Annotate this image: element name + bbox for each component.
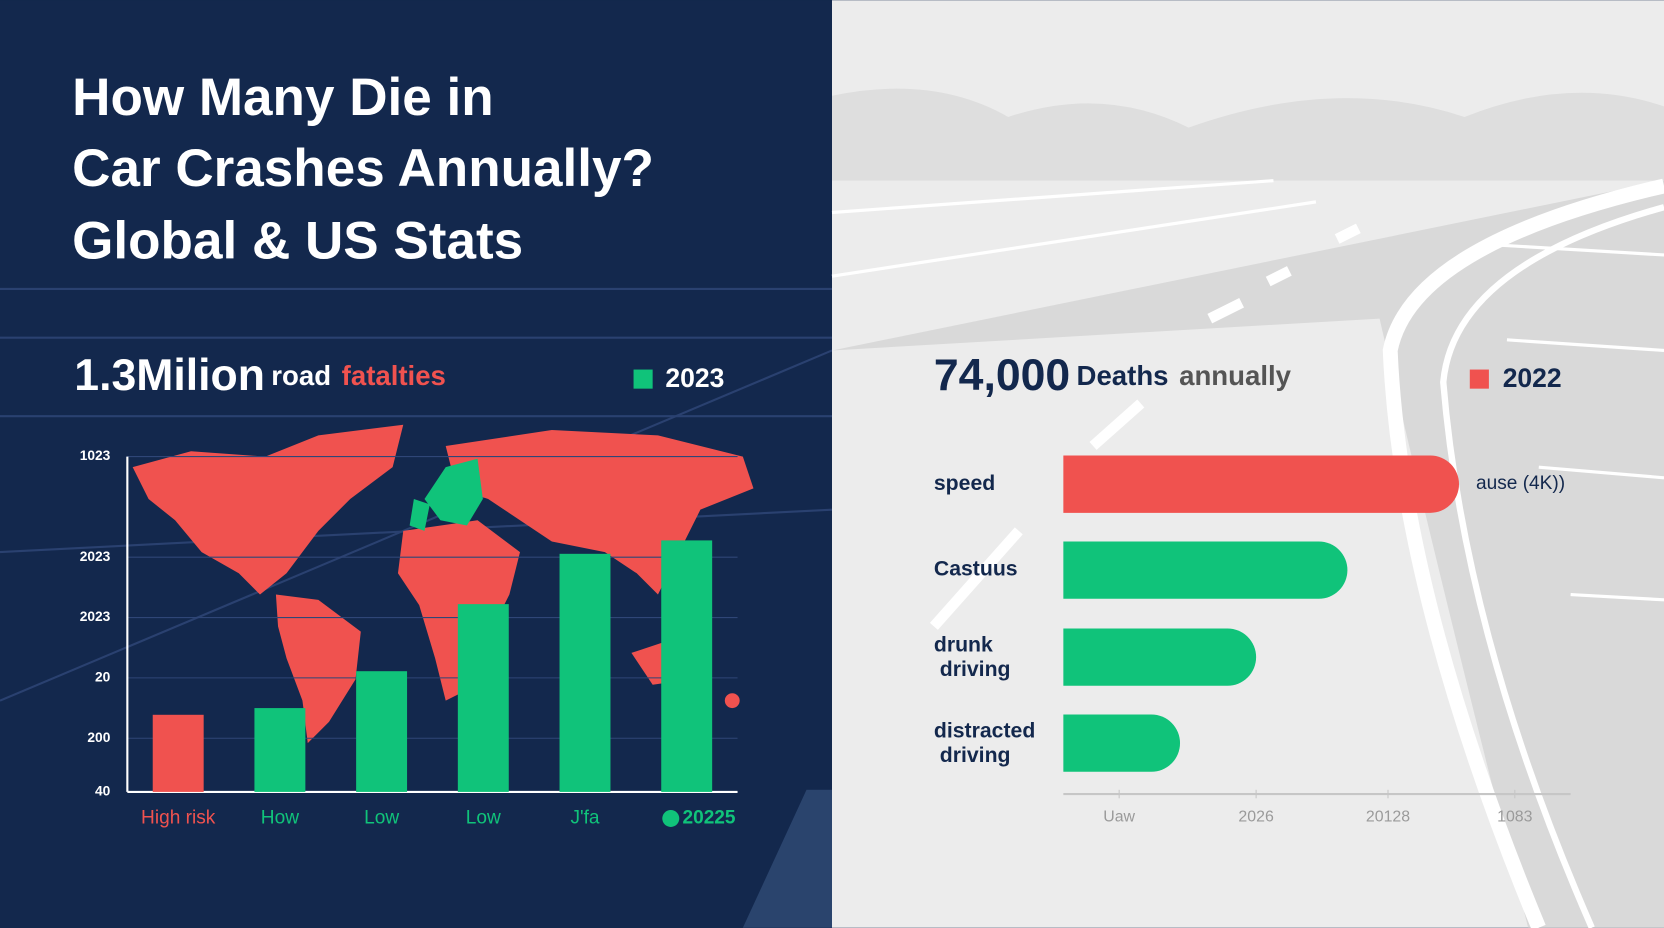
title-line: Car Crashes Annually? [72, 139, 654, 198]
x-tick-label: 20128 [1366, 809, 1410, 826]
title-line: Global & US Stats [72, 211, 523, 270]
category-label-line: drunk [934, 633, 993, 656]
category-label-line: distracted [934, 719, 1035, 742]
y-tick-label: 40 [95, 784, 111, 799]
category-label-line: driving [934, 743, 1011, 766]
headline: 1.3Milion road fatalties [74, 351, 446, 400]
bar [254, 708, 306, 792]
annotation: ause (4K)) [1476, 473, 1565, 494]
y-tick-label: 1023 [80, 448, 111, 463]
road-edge [1382, 178, 1664, 928]
legend-swatch [633, 369, 653, 389]
headline-highlight: annually [1179, 360, 1292, 391]
bar [1063, 628, 1257, 686]
category-label-line: driving [934, 657, 1011, 680]
headline: 74,000 Deaths annually [934, 351, 1292, 400]
y-tick-label: 200 [87, 730, 110, 745]
x-tick-label: Uaw [1103, 809, 1135, 826]
decor-stripe [742, 789, 832, 928]
bar [356, 671, 408, 792]
category-label: Castuus [934, 558, 1018, 581]
bar [1063, 714, 1181, 772]
x-tick-label: 1083 [1497, 809, 1533, 826]
category-label: distracted driving [934, 719, 1035, 766]
x-tick-label: Low [466, 807, 501, 828]
x-tick-label: J'fa [570, 807, 599, 828]
bar [559, 553, 611, 792]
x-tick-label: 20225 [682, 807, 735, 828]
headline-number: 1.3Milion [74, 351, 265, 400]
bar [457, 604, 509, 792]
title: How Many Die in Car Crashes Annually? Gl… [72, 68, 654, 270]
headline-text: road [271, 360, 331, 391]
road [832, 180, 1664, 928]
title-line: How Many Die in [72, 68, 493, 127]
bar [1063, 541, 1348, 599]
y-tick-label: 20 [95, 670, 111, 685]
legend-label: 2022 [1503, 363, 1562, 393]
bar [661, 540, 713, 792]
headline-number: 74,000 [934, 351, 1070, 400]
category-label: speed [934, 472, 995, 495]
x-tick-label: How [261, 807, 299, 828]
x-tick-label: Low [364, 807, 399, 828]
lane-marks [929, 223, 1361, 630]
map-highlight [409, 458, 483, 531]
road-edge [1440, 204, 1664, 928]
legend-swatch [1469, 369, 1489, 389]
y-tick-label: 2023 [80, 609, 111, 624]
headline-highlight: fatalties [342, 360, 446, 391]
road-lines [831, 179, 1664, 602]
x-tick-label: 2026 [1238, 809, 1274, 826]
bar [152, 714, 204, 792]
legend-dot [662, 809, 680, 827]
legend-label: 2023 [665, 363, 724, 393]
headline-text: Deaths [1077, 360, 1169, 391]
hills [832, 88, 1664, 181]
y-tick-label: 2023 [80, 549, 111, 564]
bar [1063, 455, 1460, 513]
category-label: drunk driving [934, 633, 1011, 680]
x-tick-label: High risk [141, 807, 216, 828]
